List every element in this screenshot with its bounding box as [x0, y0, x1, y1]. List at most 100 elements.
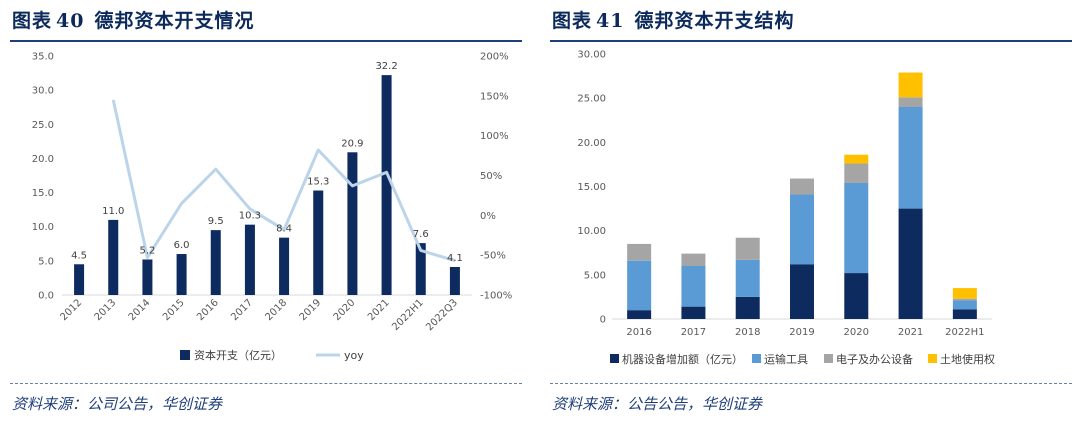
figure-40-panel: 图表 40 德邦资本开支情况 0.0 5.0 10.0 15.0 20.0 25.0 30.0 3… [10, 0, 522, 424]
figure-40-number: 40 [56, 10, 85, 32]
stack-segment [627, 243, 652, 261]
legend-swatch [752, 354, 761, 363]
stack-segment [790, 264, 814, 319]
capex-bar [142, 259, 153, 295]
capex-bar [279, 237, 290, 295]
legend-label: 运输工具 [764, 352, 808, 366]
y-tick-label: 25.00 [577, 94, 606, 105]
yoy-line [111, 99, 456, 263]
stack-segment [627, 310, 652, 319]
figure-41-source: 资料来源：公告公告，华创证券 [552, 395, 763, 413]
y-right-tick-label: 100% [480, 131, 509, 142]
y-left-tick-label: 15.0 [32, 188, 54, 199]
capex-data-label: 4.5 [71, 250, 87, 261]
capex-data-label: 10.3 [239, 211, 261, 222]
legend-label: 电子及办公设备 [836, 352, 913, 366]
capex-chart: 0.0 5.0 10.0 15.0 20.0 25.0 30.0 35.0 -100% -50% 0… [32, 52, 512, 363]
capex-bar [415, 243, 426, 295]
y-right-tick-label: 200% [480, 52, 509, 63]
x-tick-label: 2015 [161, 297, 187, 323]
stack-segment [681, 253, 706, 266]
stack-segment [952, 300, 977, 310]
x-tick-label: 2019 [298, 297, 324, 323]
capex-data-label: 20.9 [341, 138, 363, 149]
capex-bar [347, 152, 358, 295]
x-tick-label: 2022Q3 [424, 297, 460, 333]
stack-segment [790, 178, 814, 195]
figure-40-source: 资料来源：公司公告，华创证券 [12, 395, 223, 413]
capex-bar [210, 230, 221, 295]
legend-swatch [610, 354, 619, 363]
y-tick-label: 0 [600, 315, 606, 326]
stack-segment [844, 163, 869, 183]
y-left-tick-label: 5.0 [38, 256, 54, 267]
y-tick-label: 30.00 [577, 50, 606, 61]
x-tick-label: 2016 [195, 297, 221, 323]
stack-segment [735, 296, 760, 319]
legend-label: 机器设备增加额（亿元） [622, 352, 743, 366]
y-right-tick-label: 150% [480, 91, 509, 102]
figure-41-title: 图表 41 德邦资本开支结构 [552, 6, 794, 33]
figure-40-title: 图表 40 德邦资本开支情况 [12, 6, 254, 33]
x-tick-label: 2016 [626, 327, 651, 338]
x-tick-label: 2014 [127, 297, 153, 323]
y-right-tick-label: 50% [480, 171, 502, 182]
y-left-tick-label: 35.0 [32, 52, 54, 63]
figure-41-bottom-rule [550, 383, 1072, 384]
legend-swatch [928, 354, 937, 363]
capex-data-label: 15.3 [307, 177, 329, 188]
y-right-tick-label: -50% [480, 251, 506, 262]
stack-segment [952, 309, 977, 319]
capex-bar [74, 264, 85, 295]
figure-41-panel: 图表 41 德邦资本开支结构 0 5.00 10.00 15.00 20.00 25.00 30… [550, 0, 1072, 424]
capex-data-label: 4.1 [447, 253, 463, 264]
x-tick-label: 2012 [58, 297, 84, 323]
capex-data-label: 8.4 [276, 224, 292, 235]
y-left-tick-label: 10.0 [32, 222, 54, 233]
stack-segment [627, 260, 652, 311]
figure-41-top-rule [550, 40, 1072, 42]
figure-40-top-rule [10, 40, 522, 42]
capex-bar [313, 190, 324, 295]
y-tick-label: 20.00 [577, 138, 606, 149]
y-right-tick-label: -100% [480, 291, 512, 302]
x-tick-label: 2022H1 [390, 297, 426, 333]
x-tick-label: 2017 [681, 327, 706, 338]
capex-bar [176, 254, 187, 295]
x-tick-label: 2013 [93, 297, 119, 323]
capex-data-label: 6.0 [174, 240, 190, 251]
legend-label-capex: 资本开支（亿元） [194, 348, 282, 362]
x-tick-label: 2022H1 [945, 327, 984, 338]
stack-segment [844, 154, 869, 164]
capex-data-label: 11.0 [102, 206, 124, 217]
stack-segment [844, 273, 869, 319]
y-left-tick-label: 25.0 [32, 120, 54, 131]
legend-label: 土地使用权 [940, 353, 995, 366]
x-tick-label: 2018 [263, 297, 289, 323]
figure-41-title-text: 德邦资本开支结构 [634, 10, 795, 32]
capex-bar [381, 75, 392, 295]
x-tick-label: 2021 [366, 297, 392, 323]
figure-41-label: 图表 [552, 10, 593, 32]
capex-bar [449, 267, 460, 295]
stack-segment [898, 97, 923, 107]
capex-data-label: 7.6 [413, 229, 429, 240]
y-right-tick-label: 0% [480, 211, 496, 222]
legend-label-yoy: yoy [344, 349, 364, 362]
y-tick-label: 10.00 [577, 226, 606, 237]
x-tick-label: 2017 [229, 297, 255, 323]
figure-40-title-text: 德邦资本开支情况 [94, 10, 255, 32]
capex-data-label: 5.2 [139, 245, 155, 256]
capex-data-label: 9.5 [208, 216, 224, 227]
figure-40-bottom-rule [10, 383, 522, 384]
y-tick-label: 15.00 [577, 182, 606, 193]
stack-segment [790, 194, 814, 265]
x-tick-label: 2020 [332, 297, 358, 323]
stack-segment [898, 208, 923, 319]
figure-41-number: 41 [596, 10, 625, 32]
legend-swatch-capex [180, 350, 190, 360]
capex-data-label: 32.2 [375, 61, 397, 72]
capex-bar [244, 224, 255, 295]
capex-structure-chart: 0 5.00 10.00 15.00 20.00 25.00 30.00 2016 2017 20… [577, 50, 995, 367]
capex-bar [108, 219, 119, 295]
